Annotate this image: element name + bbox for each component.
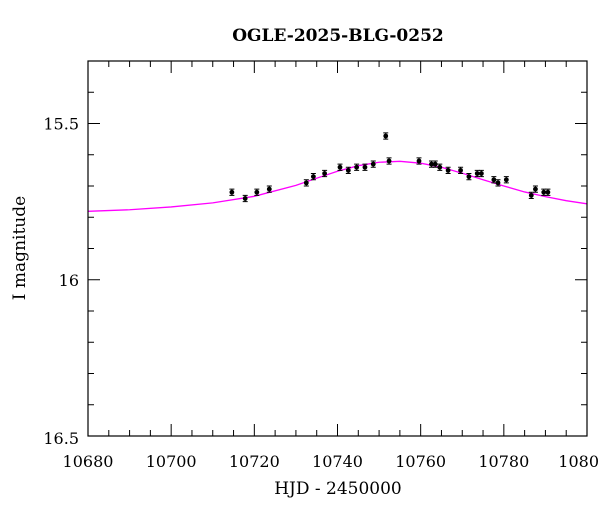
y-tick-label: 15.5	[43, 115, 79, 134]
x-tick-label: 1080	[558, 452, 599, 471]
data-point	[266, 186, 272, 192]
data-point	[383, 133, 389, 139]
x-tick-label: 10780	[478, 452, 529, 471]
y-tick-label: 16	[59, 271, 79, 290]
data-point	[474, 171, 480, 176]
data-point	[541, 189, 547, 195]
data-point	[545, 189, 551, 195]
data-point	[429, 161, 434, 167]
x-tick-label: 10760	[395, 452, 446, 471]
x-tick-label: 10680	[63, 452, 114, 471]
data-point	[503, 177, 509, 183]
data-point	[458, 167, 463, 173]
data-point	[432, 161, 438, 167]
axis-ticks: 10680 10700 10720 10740 10760 10780 1080 15.5 16…	[43, 60, 599, 471]
data-point	[337, 164, 343, 170]
data-point	[303, 180, 309, 186]
data-point	[345, 167, 351, 173]
chart-title: OGLE-2025-BLG-0252	[232, 26, 444, 46]
data-point	[242, 196, 248, 201]
data-point	[478, 171, 484, 176]
data-point	[354, 164, 360, 170]
x-tick-label: 10700	[146, 452, 197, 471]
x-axis-label: HJD - 2450000	[274, 479, 402, 499]
data-point	[528, 192, 534, 198]
data-point	[254, 189, 260, 195]
data-point	[437, 164, 443, 170]
plot-frame	[87, 60, 588, 437]
y-tick-label: 16.5	[43, 429, 79, 448]
data-point	[466, 174, 472, 180]
x-tick-label: 10720	[229, 452, 280, 471]
data-point	[386, 158, 392, 164]
data-point	[370, 161, 376, 167]
data-point	[495, 180, 501, 186]
data-point	[445, 167, 451, 173]
data-point	[416, 158, 422, 164]
data-point	[533, 186, 538, 192]
data-point	[322, 171, 328, 176]
plot-area	[88, 132, 587, 212]
data-point	[362, 164, 368, 170]
data-point	[310, 174, 316, 180]
data-point	[491, 177, 497, 183]
y-axis-label: I magnitude	[10, 196, 30, 300]
x-tick-label: 10740	[312, 452, 363, 471]
data-point	[229, 189, 235, 195]
model-curve	[88, 160, 587, 212]
